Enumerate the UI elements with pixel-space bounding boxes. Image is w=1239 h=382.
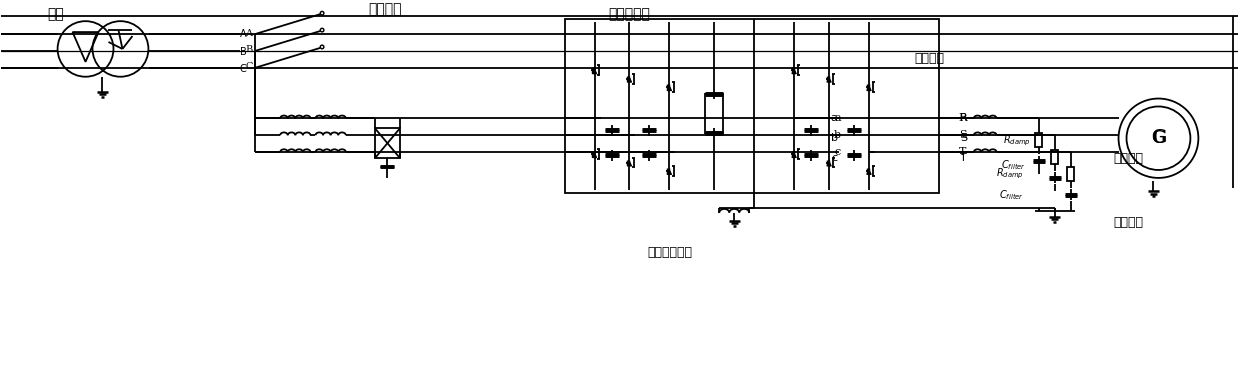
Text: c: c bbox=[834, 147, 840, 157]
Text: A: A bbox=[240, 29, 247, 39]
Text: C: C bbox=[240, 64, 247, 74]
Circle shape bbox=[320, 11, 323, 15]
Text: R: R bbox=[959, 113, 968, 123]
Text: b: b bbox=[834, 130, 841, 140]
Text: $C_{filter}$: $C_{filter}$ bbox=[999, 188, 1023, 202]
Text: G: G bbox=[1151, 129, 1166, 147]
Text: T: T bbox=[960, 153, 968, 163]
Text: $C_{filter}$: $C_{filter}$ bbox=[1001, 158, 1026, 172]
Bar bbox=[1051, 150, 1058, 164]
Text: 电网: 电网 bbox=[47, 7, 64, 21]
Text: B: B bbox=[245, 45, 253, 54]
Bar bbox=[375, 128, 400, 158]
Text: c: c bbox=[831, 153, 838, 163]
Bar bbox=[1067, 167, 1074, 181]
Text: a: a bbox=[834, 113, 841, 123]
Circle shape bbox=[320, 28, 323, 32]
Text: S: S bbox=[959, 130, 966, 140]
Text: 定子电缆: 定子电缆 bbox=[1114, 152, 1144, 165]
Text: $R_{damp}$: $R_{damp}$ bbox=[1002, 134, 1031, 148]
Text: 双馈电机: 双馈电机 bbox=[1114, 216, 1144, 229]
Text: T: T bbox=[959, 147, 966, 157]
Text: 双馈变流器: 双馈变流器 bbox=[608, 7, 650, 21]
Text: R: R bbox=[960, 113, 968, 123]
Text: $R_{damp}$: $R_{damp}$ bbox=[996, 167, 1023, 181]
Text: G: G bbox=[1151, 129, 1166, 147]
Text: C: C bbox=[245, 62, 253, 71]
Bar bbox=[565, 19, 939, 193]
Text: A: A bbox=[245, 29, 253, 37]
Text: 并网开关: 并网开关 bbox=[368, 2, 401, 16]
Text: b: b bbox=[830, 133, 838, 143]
Text: B: B bbox=[240, 47, 247, 57]
Bar bbox=[1036, 133, 1042, 147]
Text: 共模电压电路: 共模电压电路 bbox=[647, 246, 691, 259]
Text: 转子电缆: 转子电缆 bbox=[914, 52, 944, 65]
Circle shape bbox=[320, 45, 323, 49]
Text: a: a bbox=[830, 113, 838, 123]
Text: S: S bbox=[960, 133, 968, 143]
